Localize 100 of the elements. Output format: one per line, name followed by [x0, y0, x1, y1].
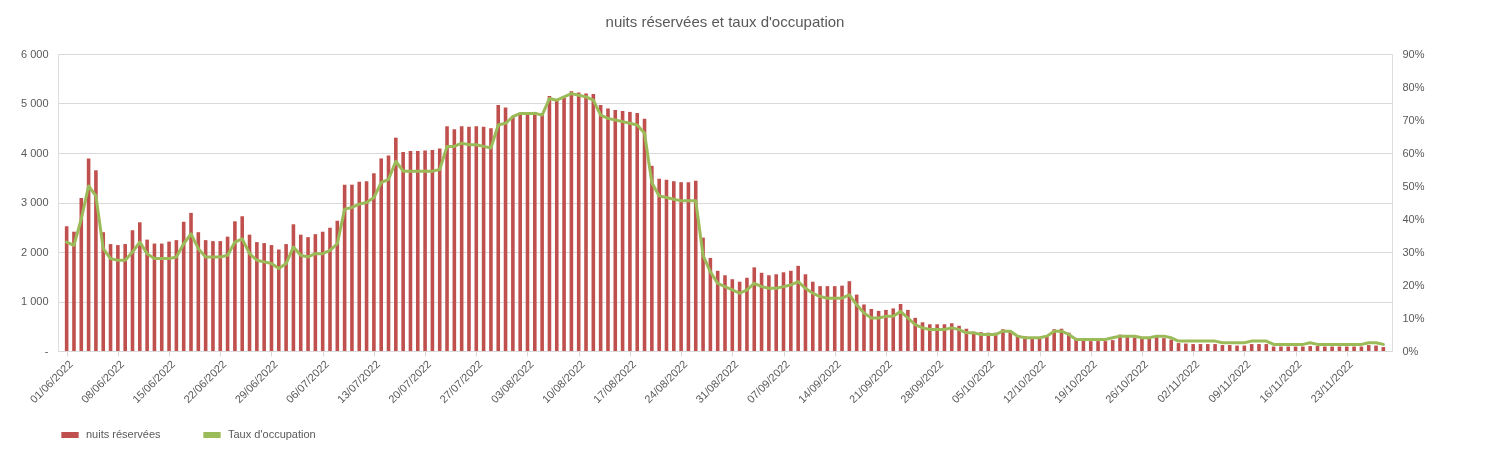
bar	[445, 126, 449, 351]
bar	[123, 244, 127, 351]
bar	[116, 245, 120, 351]
y2-tick-label: 80%	[1402, 80, 1425, 93]
bar	[679, 182, 683, 351]
bar	[745, 277, 749, 351]
bar	[796, 265, 800, 351]
y2-tick-label: 50%	[1402, 179, 1425, 192]
bar	[789, 270, 793, 351]
y2-tick-label: 90%	[1402, 47, 1425, 60]
bar	[437, 148, 442, 351]
bar	[1191, 344, 1195, 351]
bar	[401, 152, 405, 351]
bar	[1096, 341, 1100, 351]
bar	[752, 267, 757, 351]
bar	[1257, 344, 1261, 351]
bar	[1323, 346, 1327, 351]
bar	[554, 101, 559, 351]
bar	[1227, 345, 1232, 351]
y-tick-label: 5 000	[20, 97, 49, 109]
bar	[869, 308, 874, 351]
bar	[1162, 338, 1166, 351]
bar	[1045, 336, 1049, 351]
bar	[1140, 338, 1144, 351]
bar	[650, 165, 654, 351]
bar	[818, 286, 822, 351]
bar	[167, 241, 171, 351]
bar	[159, 243, 164, 351]
bar	[255, 242, 259, 351]
bar	[1088, 341, 1093, 351]
line-series	[65, 92, 1385, 346]
bar	[562, 97, 566, 351]
bar	[693, 180, 698, 351]
bar	[145, 239, 149, 351]
bar	[72, 231, 76, 351]
bar	[240, 216, 245, 351]
bar	[884, 309, 888, 351]
bar	[276, 249, 281, 351]
bar	[394, 137, 398, 351]
bar	[832, 286, 837, 351]
y2-tick-label: 60%	[1402, 146, 1425, 159]
bar	[474, 126, 479, 351]
y-tick-label: 6 000	[20, 47, 49, 60]
bar	[357, 181, 362, 351]
bar	[1147, 337, 1152, 351]
bar	[891, 308, 896, 351]
bar	[94, 170, 98, 351]
bar	[540, 113, 544, 351]
chart-title: nuits réservées et taux d'occupation	[605, 13, 845, 30]
y-tick-label: 3 000	[20, 196, 49, 208]
bar	[379, 158, 383, 351]
bar	[1235, 345, 1239, 351]
bar	[1301, 346, 1305, 351]
bar	[657, 178, 661, 351]
y2-tick-label: 30%	[1402, 245, 1425, 258]
bar	[767, 275, 771, 351]
bar	[862, 304, 866, 351]
y-tick-label: -	[44, 344, 49, 357]
bar	[211, 241, 215, 351]
bar	[635, 112, 640, 351]
bar	[840, 285, 844, 351]
bar	[1330, 346, 1334, 351]
bar	[415, 151, 420, 351]
bar	[576, 92, 581, 351]
bar	[1169, 339, 1174, 351]
y-tick-label: 1 000	[20, 295, 49, 307]
bar	[79, 198, 84, 351]
bar	[298, 234, 303, 351]
bar	[350, 184, 354, 351]
bar	[1213, 344, 1217, 351]
y-tick-label: 4 000	[20, 146, 49, 159]
legend-label: Taux d'occupation	[228, 428, 316, 440]
bar	[138, 222, 142, 351]
bar	[723, 275, 727, 351]
bar	[1279, 346, 1283, 351]
bar	[467, 126, 471, 351]
bar	[1352, 346, 1356, 351]
bar	[511, 115, 515, 351]
bar	[284, 244, 288, 351]
bar	[628, 111, 632, 351]
bar	[423, 150, 427, 351]
y2-tick-label: 20%	[1402, 278, 1425, 291]
bar	[1374, 345, 1378, 351]
bar	[306, 237, 310, 351]
y-tick-label: 2 000	[20, 245, 49, 258]
bar	[233, 221, 237, 351]
legend-label: nuits réservées	[86, 428, 162, 440]
bar	[584, 93, 588, 351]
bar	[810, 281, 815, 351]
bar	[372, 173, 376, 351]
bar	[328, 227, 332, 351]
bar	[489, 128, 493, 351]
bar	[262, 243, 266, 351]
bar	[1366, 345, 1371, 351]
bar	[613, 109, 618, 351]
bar	[496, 104, 501, 351]
bar	[1344, 346, 1349, 351]
bar	[1286, 346, 1291, 351]
y2-tick-label: 10%	[1402, 311, 1425, 324]
y2-tick-label: 70%	[1402, 113, 1425, 126]
